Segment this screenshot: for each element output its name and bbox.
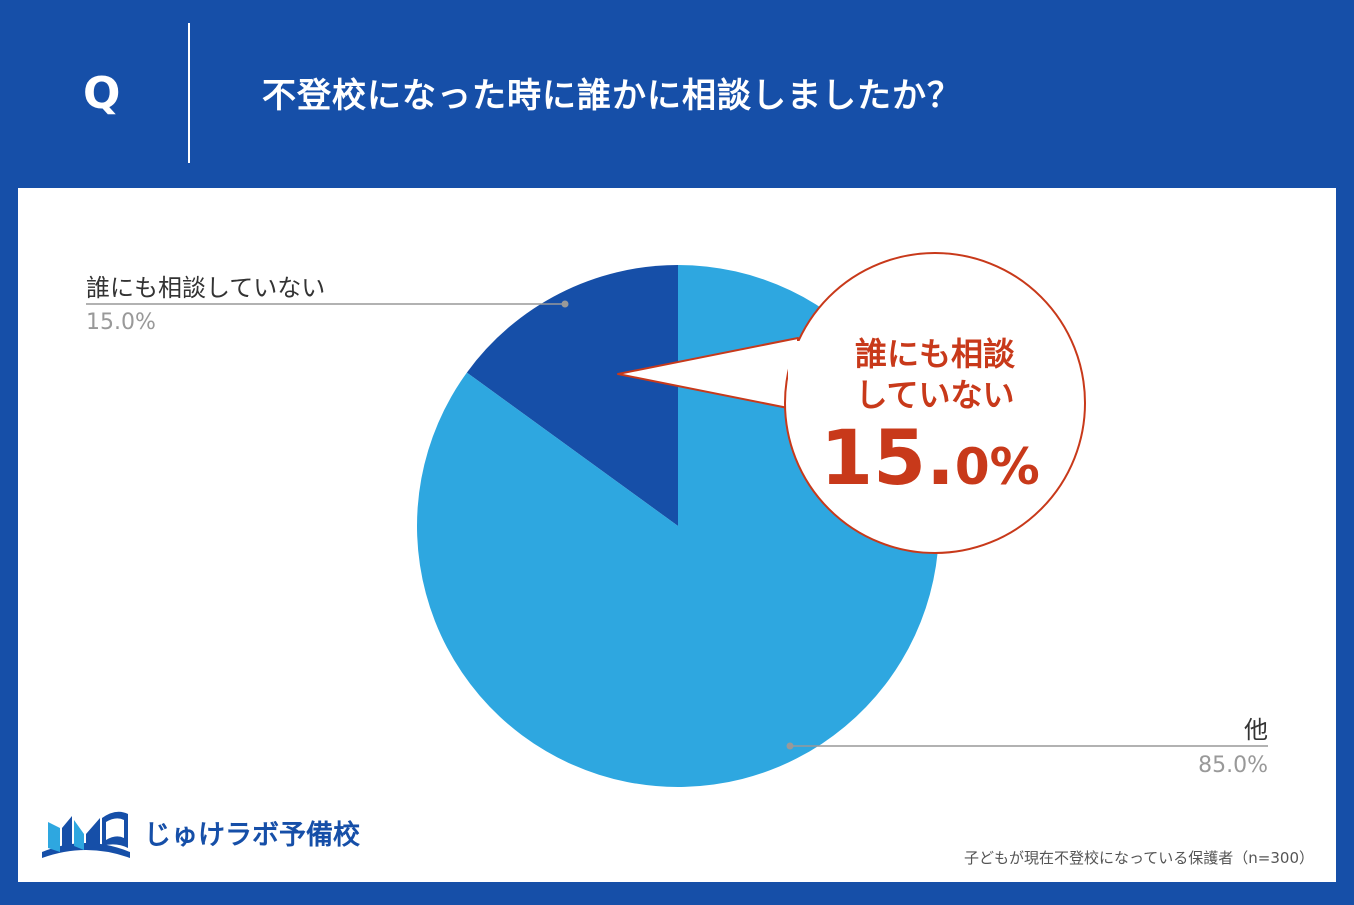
header-divider (188, 23, 190, 163)
slice-value-1: 85.0% (1198, 753, 1268, 778)
leader-dot-1 (786, 742, 794, 750)
logo-text: じゅけラボ予備校 (144, 820, 360, 851)
chart-panel: 誰にも相談していない 15.0% 他 85.0% 誰にも相談 していない 15.… (18, 188, 1336, 882)
footnote: 子どもが現在不登校になっている保護者（n=300） (964, 849, 1314, 867)
slice-label-1: 他 (1244, 716, 1268, 744)
question-marker: Q (83, 68, 121, 119)
callout-line-1: 誰にも相談 (855, 335, 1016, 373)
callout-value-small: 0% (955, 438, 1040, 496)
callout-tail-cover (788, 341, 808, 407)
slice-label-0: 誰にも相談していない (86, 274, 325, 302)
leader-dot-0 (561, 300, 569, 308)
callout-value: 15.0% (820, 413, 1040, 502)
pie-slice-0 (466, 265, 678, 526)
callout-circle (784, 252, 1086, 554)
question-title: 不登校になった時に誰かに相談しましたか？ (262, 76, 962, 116)
callout-bubble: 誰にも相談 していない 15.0% (617, 252, 1086, 554)
header: Q 不登校になった時に誰かに相談しましたか？ (0, 0, 1354, 188)
logo: じゅけラボ予備校 (36, 808, 366, 864)
callout-value-big: 15. (820, 413, 955, 502)
slice-value-0: 15.0% (86, 310, 156, 335)
book-logo-icon (42, 811, 130, 858)
callout-line-2: していない (855, 376, 1014, 414)
pie-chart: 誰にも相談していない 15.0% 他 85.0% 誰にも相談 していない 15.… (86, 252, 1268, 788)
